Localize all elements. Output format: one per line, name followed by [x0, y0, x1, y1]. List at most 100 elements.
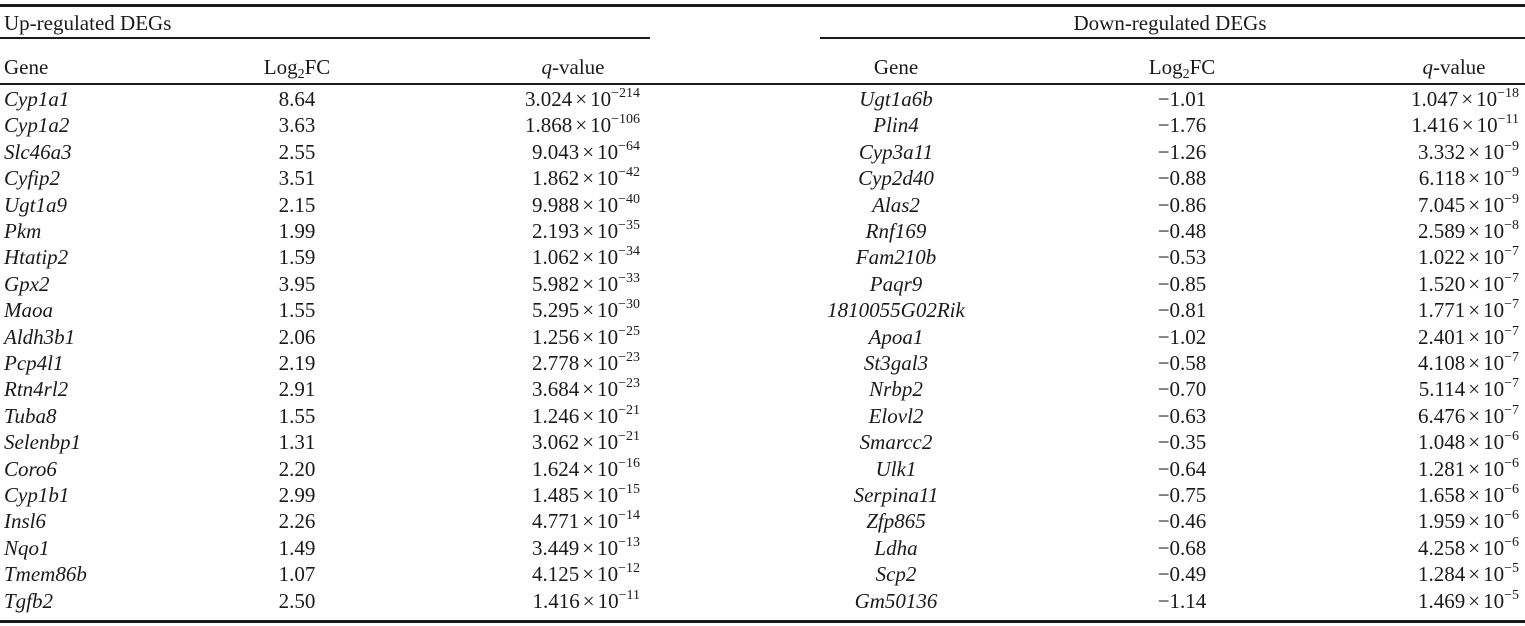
up-qvalue-cell: 1.062 × 10−34: [532, 244, 640, 270]
down-qvalue-cell: 4.108 × 10−7: [1418, 350, 1519, 376]
up-gene-cell: Tmem86b: [4, 562, 87, 587]
down-log2fc-cell: −0.86: [1157, 192, 1207, 217]
up-gene-cell: Maoa: [4, 298, 53, 323]
up-log2fc-cell: 1.99: [278, 219, 316, 243]
down-qvalue-cell: 7.045 × 10−9: [1418, 191, 1519, 217]
down-gene-cell: 1810055G02Rik: [827, 298, 965, 323]
up-log2fc-cell: 2.19: [278, 351, 316, 375]
up-gene-cell: Selenbp1: [4, 430, 81, 455]
up-qvalue-cell: 5.982 × 10−33: [532, 270, 640, 296]
down-qvalue-cell: 4.258 × 10−6: [1418, 534, 1519, 560]
up-log2fc-cell: 2.50: [278, 588, 316, 613]
down-log2fc-cell: −0.63: [1157, 403, 1207, 428]
down-gene-cell: Alas2: [872, 192, 920, 217]
up-gene-cell: Htatip2: [4, 245, 69, 270]
down-log2fc-cell: −0.64: [1157, 456, 1207, 481]
down-gene-cell: Smarcc2: [859, 430, 933, 455]
down-gene-cell: Plin4: [873, 113, 919, 138]
down-gene-cell: Rnf169: [865, 219, 927, 243]
down-qvalue-cell: 1.284 × 10−5: [1418, 561, 1519, 587]
down-log2fc-cell: −0.58: [1157, 351, 1207, 375]
header-rule: [0, 83, 1525, 85]
up-gene-cell: Cyp1a1: [4, 87, 70, 111]
down-qvalue-header: q-value: [1422, 55, 1486, 79]
up-qvalue-cell: 1.416 × 10−11: [532, 587, 640, 613]
down-qvalue-cell: 3.332 × 10−9: [1418, 138, 1519, 164]
down-gene-header: Gene: [873, 55, 919, 79]
up-log2fc-cell: 3.63: [278, 113, 316, 138]
up-regulated-title: Up-regulated DEGs: [4, 11, 172, 35]
down-qvalue-cell: 1.658 × 10−6: [1418, 482, 1519, 508]
up-gene-cell: Cyfip2: [4, 166, 60, 191]
down-log2fc-cell: −1.76: [1157, 113, 1207, 138]
up-qvalue-cell: 1.624 × 10−16: [532, 455, 640, 481]
up-gene-cell: Coro6: [4, 456, 57, 481]
down-gene-cell: Gm50136: [854, 588, 938, 613]
up-log2fc-cell: 1.07: [278, 562, 316, 587]
down-log2fc-cell: −0.35: [1157, 430, 1207, 455]
up-gene-header: Gene: [4, 55, 49, 79]
down-log2fc-cell: −0.46: [1157, 509, 1207, 534]
down-log2fc-cell: −0.48: [1157, 219, 1207, 243]
up-gene-cell: Ugt1a9: [4, 192, 67, 217]
down-qvalue-cell: 1.469 × 10−5: [1418, 587, 1519, 613]
down-qvalue-cell: 1.047 × 10−18: [1411, 86, 1519, 112]
up-group-rule: [0, 37, 650, 39]
up-log2fc-cell: 2.20: [278, 456, 316, 481]
up-log2fc-cell: 3.51: [278, 166, 316, 191]
up-gene-cell: Gpx2: [4, 271, 50, 296]
up-qvalue-cell: 1.868 × 10−106: [525, 112, 640, 138]
up-qvalue-cell: 1.256 × 10−25: [532, 323, 640, 349]
up-qvalue-cell: 3.449 × 10−13: [532, 534, 640, 560]
up-qvalue-header: q-value: [541, 55, 605, 79]
down-qvalue-cell: 1.022 × 10−7: [1418, 244, 1519, 270]
down-log2fc-cell: −1.01: [1157, 87, 1207, 111]
up-qvalue-cell: 3.684 × 10−23: [532, 376, 640, 402]
up-qvalue-cell: 4.125 × 10−12: [532, 561, 640, 587]
down-gene-cell: Serpina11: [853, 483, 939, 507]
up-qvalue-cell: 2.193 × 10−35: [532, 218, 640, 244]
down-gene-cell: Cyp2d40: [858, 166, 934, 191]
down-gene-cell: Elovl2: [868, 403, 924, 428]
down-gene-cell: Fam210b: [855, 245, 937, 270]
up-log2fc-cell: 8.64: [278, 87, 316, 111]
up-qvalue-cell: 9.988 × 10−40: [532, 191, 640, 217]
up-gene-cell: Cyp1b1: [4, 483, 70, 507]
down-qvalue-cell: 2.589 × 10−8: [1418, 218, 1519, 244]
down-gene-cell: Paqr9: [869, 271, 923, 296]
bottom-rule: [0, 620, 1525, 623]
up-log2fc-cell: 2.06: [278, 324, 316, 349]
up-qvalue-cell: 1.246 × 10−21: [532, 402, 640, 428]
down-qvalue-cell: 1.771 × 10−7: [1418, 297, 1519, 323]
up-log2fc-cell: 2.55: [278, 139, 316, 164]
down-qvalue-cell: 1.281 × 10−6: [1418, 455, 1519, 481]
down-qvalue-cell: 5.114 × 10−7: [1418, 376, 1519, 402]
up-qvalue-cell: 3.024 × 10−214: [525, 86, 640, 112]
down-gene-cell: Apoa1: [868, 324, 924, 349]
up-log2fc-cell: 1.59: [278, 245, 316, 270]
up-gene-cell: Pcp4l1: [4, 351, 64, 375]
down-log2fc-cell: −0.88: [1157, 166, 1207, 191]
down-gene-cell: Ldha: [874, 535, 918, 560]
down-log2fc-cell: −1.14: [1157, 588, 1207, 613]
up-qvalue-cell: 4.771 × 10−14: [532, 508, 640, 534]
up-gene-cell: Slc46a3: [4, 139, 72, 164]
down-qvalue-cell: 1.520 × 10−7: [1418, 270, 1519, 296]
up-qvalue-cell: 2.778 × 10−23: [532, 350, 640, 376]
down-log2fc-cell: −0.53: [1157, 245, 1207, 270]
down-log2fc-cell: −1.26: [1157, 139, 1207, 164]
down-gene-cell: Zfp865: [866, 509, 926, 534]
down-log2fc-cell: −0.81: [1157, 298, 1207, 323]
up-log2fc-cell: 2.26: [278, 509, 316, 534]
down-regulated-title: Down-regulated DEGs: [1073, 11, 1267, 35]
down-qvalue-cell: 1.048 × 10−6: [1418, 429, 1519, 455]
up-qvalue-cell: 5.295 × 10−30: [532, 297, 640, 323]
up-gene-cell: Tuba8: [4, 403, 57, 428]
down-gene-cell: St3gal3: [863, 351, 929, 375]
down-log2fc-header: Log2FC: [1148, 55, 1216, 82]
down-qvalue-cell: 1.959 × 10−6: [1418, 508, 1519, 534]
up-gene-cell: Cyp1a2: [4, 113, 70, 138]
down-qvalue-cell: 2.401 × 10−7: [1418, 323, 1519, 349]
up-log2fc-cell: 1.55: [278, 298, 316, 323]
down-gene-cell: Scp2: [875, 562, 917, 587]
